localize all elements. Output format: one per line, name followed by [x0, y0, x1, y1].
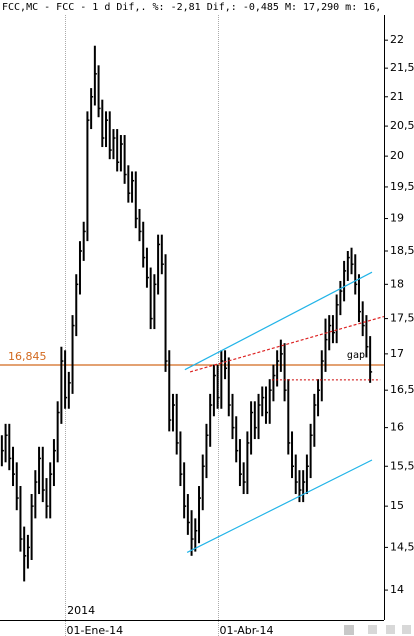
trend-line	[186, 459, 373, 553]
nav-icon[interactable]	[402, 625, 411, 634]
y-tick-label: 20	[390, 149, 404, 162]
nav-icon[interactable]	[386, 625, 395, 634]
y-tick-label: 19	[390, 212, 404, 225]
y-tick-label: 19,5	[390, 180, 414, 193]
year-label: 2014	[67, 604, 95, 617]
nav-icon[interactable]	[368, 625, 377, 634]
y-tick-label: 14,5	[390, 540, 414, 553]
y-tick-label: 22	[390, 33, 404, 46]
chart-title: FCC,MC - FCC - 1 d Dif,. %: -2,81 Dif,: …	[2, 2, 381, 13]
trend-line	[189, 315, 385, 373]
y-tick-label: 20,5	[390, 119, 414, 132]
y-tick-label: 14	[390, 583, 404, 596]
y-tick-label: 18	[390, 277, 404, 290]
y-tick-label: 18,5	[390, 244, 414, 257]
y-tick-label: 15	[390, 499, 404, 512]
y-tick-label: 17,5	[390, 312, 414, 325]
nav-icon[interactable]	[344, 625, 354, 635]
gap-label: gap	[347, 350, 365, 361]
y-tick-label: 16	[390, 421, 404, 434]
trend-line	[184, 271, 373, 371]
x-tick-label: 01-Abr-14	[220, 624, 274, 636]
y-tick-label: 16,5	[390, 383, 414, 396]
y-tick-label: 17	[390, 347, 404, 360]
x-tick-label: 01-Ene-14	[67, 624, 124, 636]
y-tick-label: 21	[390, 90, 404, 103]
y-tick-label: 21,5	[390, 61, 414, 74]
y-tick-label: 15,5	[390, 459, 414, 472]
reference-label: 16,845	[8, 350, 47, 363]
